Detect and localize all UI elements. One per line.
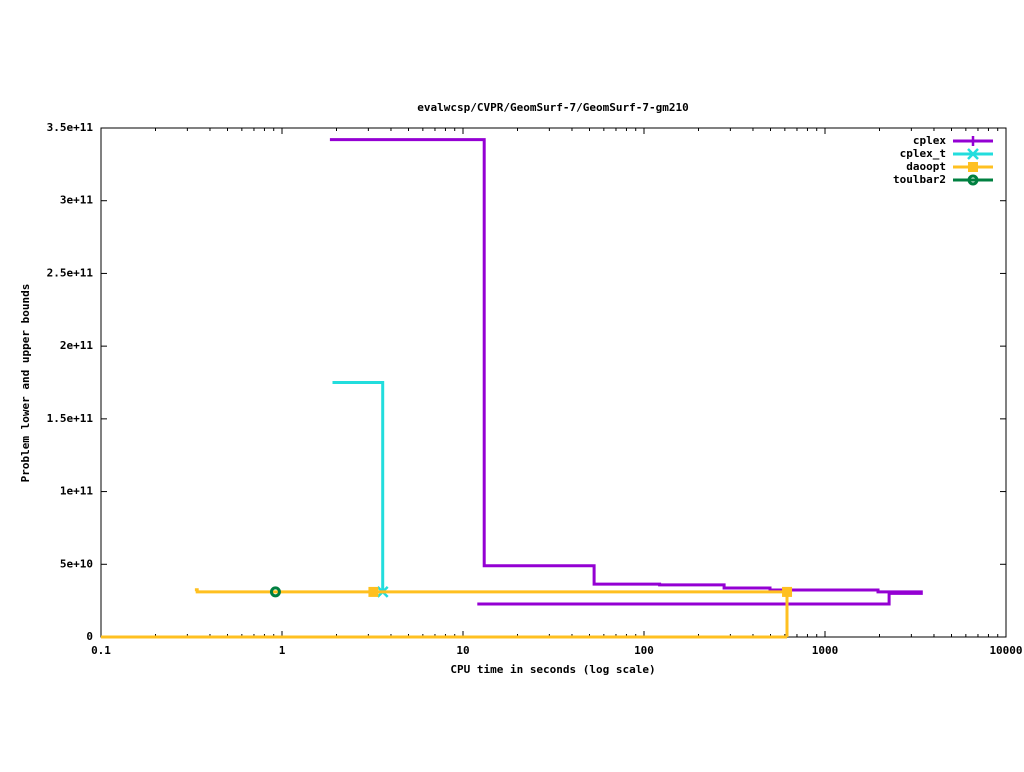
series-line	[101, 588, 789, 639]
x-tick-label: 1	[279, 644, 286, 657]
legend-label: cplex	[913, 134, 946, 147]
marker	[782, 586, 793, 597]
chart-title: evalwcsp/CVPR/GeomSurf-7/GeomSurf-7-gm21…	[417, 101, 689, 114]
y-tick-label: 1.5e+11	[47, 412, 94, 425]
x-axis-label: CPU time in seconds (log scale)	[450, 663, 655, 676]
y-tick-label: 3.5e+11	[47, 121, 94, 134]
marker	[967, 148, 979, 160]
x-tick-label: 10	[456, 644, 469, 657]
x-tick-label: 0.1	[91, 644, 111, 657]
x-tick-label: 1000	[812, 644, 839, 657]
series-line	[329, 138, 923, 606]
marker	[968, 162, 978, 172]
x-tick-label: 10000	[989, 644, 1022, 657]
marker	[967, 174, 979, 186]
legend-label: toulbar2	[893, 173, 946, 186]
y-tick-label: 5e+10	[60, 557, 93, 570]
y-tick-label: 0	[86, 630, 93, 643]
marker	[968, 136, 978, 146]
series-line	[332, 381, 385, 592]
marker	[269, 586, 281, 598]
y-tick-label: 2.5e+11	[47, 266, 94, 279]
legend-label: daoopt	[906, 160, 946, 173]
marker	[368, 586, 379, 597]
y-tick-label: 2e+11	[60, 339, 93, 352]
y-tick-label: 3e+11	[60, 194, 93, 207]
legend-label: cplex_t	[900, 147, 946, 160]
y-tick-label: 1e+11	[60, 485, 93, 498]
x-tick-label: 100	[634, 644, 654, 657]
y-axis-label: Problem lower and upper bounds	[19, 284, 32, 483]
